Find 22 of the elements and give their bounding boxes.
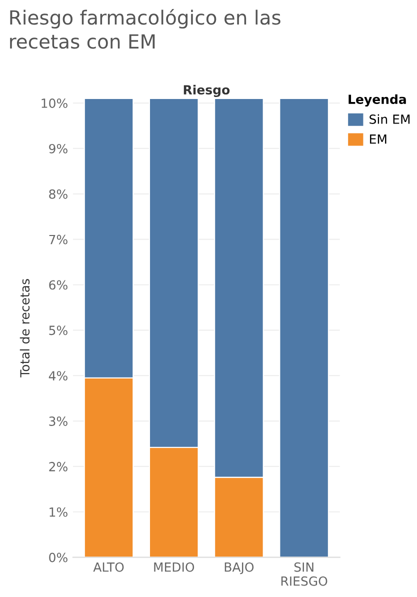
x-tick-label: MEDIO <box>154 562 194 572</box>
x-tick-label: ALTO <box>93 562 124 572</box>
bar <box>279 98 330 558</box>
y-tick-label: 4% <box>48 371 68 381</box>
legend-label: EM <box>370 134 386 144</box>
chart-title: Riesgo farmacológico en las recetas con EM <box>10 8 280 49</box>
legend-label: Sin EM <box>370 114 410 124</box>
x-tick-label: SIN RIESGO <box>281 562 328 586</box>
y-tick-label: 2% <box>49 462 68 472</box>
y-tick-label: 8% <box>49 189 68 199</box>
y-tick-label: 10% <box>42 98 68 108</box>
y-tick-label: 3% <box>49 416 68 426</box>
y-tick-label: 1% <box>50 507 68 517</box>
y-tick-label: 9% <box>49 144 68 154</box>
y-tick-label: 0% <box>49 552 68 562</box>
x-tick-label: BAJO <box>224 562 254 574</box>
y-tick-label: 7% <box>49 234 68 244</box>
chart-subtitle: Riesgo <box>184 84 230 98</box>
y-axis-title: Total de recetas <box>20 279 30 378</box>
legend-title: Leyenda <box>348 94 406 107</box>
y-tick-label: 6% <box>49 280 68 290</box>
y-tick-label: 5% <box>49 326 68 336</box>
